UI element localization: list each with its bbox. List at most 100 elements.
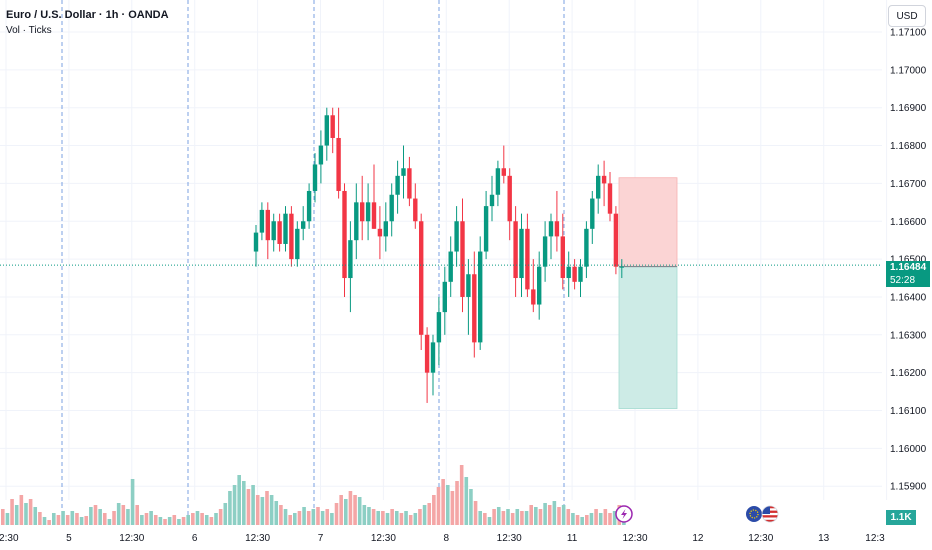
candle bbox=[483, 190, 489, 260]
symbol-header: Euro / U.S. Dollar · 1h · OANDA Vol · Ti… bbox=[6, 8, 169, 38]
time-tick-label: 8 bbox=[444, 533, 450, 544]
volume-bar bbox=[580, 517, 584, 525]
volume-bar bbox=[339, 495, 343, 525]
eu-flag-icon[interactable] bbox=[746, 506, 762, 522]
candle-body bbox=[596, 175, 601, 199]
candle bbox=[572, 259, 577, 290]
volume-bar bbox=[390, 509, 394, 525]
volume-bar bbox=[357, 497, 362, 525]
candle-body bbox=[265, 209, 270, 241]
volume-bar bbox=[302, 507, 306, 525]
volume-bar bbox=[506, 509, 510, 525]
volume-bar bbox=[228, 491, 232, 525]
candle bbox=[365, 183, 371, 241]
volume-bar bbox=[334, 503, 339, 525]
volume-bar bbox=[594, 509, 598, 525]
volume-bar bbox=[385, 513, 390, 525]
volume-bar bbox=[112, 511, 116, 525]
long-position-tool[interactable] bbox=[618, 177, 678, 410]
volume-bars bbox=[1, 465, 626, 525]
volume-bar bbox=[598, 513, 603, 525]
volume-bar bbox=[348, 491, 353, 525]
symbol-title[interactable]: Euro / U.S. Dollar · 1h · OANDA bbox=[6, 9, 169, 21]
price-tick-label: 1.16800 bbox=[890, 141, 927, 152]
currency-button[interactable]: USD bbox=[888, 5, 926, 27]
candle-body bbox=[607, 183, 613, 214]
candle bbox=[401, 145, 406, 199]
volume-bar bbox=[320, 511, 325, 525]
candle bbox=[253, 225, 259, 267]
volume-bar bbox=[547, 505, 552, 525]
volume-bar bbox=[432, 495, 436, 525]
candle-body bbox=[354, 202, 359, 241]
candle-body bbox=[584, 228, 589, 267]
candle bbox=[501, 145, 506, 184]
candle bbox=[584, 221, 589, 279]
volume-bar bbox=[269, 495, 274, 525]
lightning-icon[interactable] bbox=[615, 505, 633, 523]
volume-bar bbox=[343, 499, 348, 525]
candle bbox=[519, 213, 524, 297]
candle-body bbox=[289, 213, 294, 260]
candle-body bbox=[531, 289, 536, 305]
candle-body bbox=[483, 206, 489, 252]
volume-bar bbox=[469, 489, 473, 525]
price-axis[interactable]: 1.15900 1.16000 1.16100 1.16200 1.16300 1.164… bbox=[890, 28, 927, 493]
volume-bar bbox=[126, 509, 130, 525]
candle bbox=[306, 183, 312, 229]
volume-bar bbox=[158, 517, 163, 525]
candle-body bbox=[336, 137, 341, 191]
candle-body bbox=[312, 164, 318, 191]
candle bbox=[336, 107, 341, 199]
volume-bar bbox=[70, 511, 75, 525]
event-markers[interactable] bbox=[615, 505, 779, 523]
bar-countdown: 52:28 bbox=[886, 274, 930, 287]
candle-body bbox=[495, 168, 501, 195]
price-tick-label: 1.16700 bbox=[890, 179, 927, 190]
candle bbox=[360, 175, 365, 241]
candle-body bbox=[277, 221, 282, 244]
volume-bar bbox=[557, 507, 561, 525]
volume-bar bbox=[251, 485, 255, 525]
candle bbox=[596, 164, 601, 214]
candle-body bbox=[283, 213, 288, 244]
candle bbox=[531, 259, 536, 313]
volume-bar bbox=[445, 485, 450, 525]
volume-bar bbox=[135, 505, 140, 525]
time-tick-label: 12:30 bbox=[245, 533, 270, 544]
time-axis[interactable]: 12:30 5 12:30 6 12:30 7 12:30 8 12:30 11 12:30 12 12… bbox=[0, 533, 885, 544]
candle bbox=[295, 221, 300, 267]
volume-bar bbox=[181, 517, 186, 525]
candle-body bbox=[365, 202, 371, 222]
candle-body bbox=[466, 274, 471, 297]
price-tick-label: 1.16200 bbox=[890, 368, 927, 379]
volume-bar bbox=[612, 511, 617, 525]
take-profit-zone bbox=[618, 266, 678, 410]
candle bbox=[548, 213, 554, 260]
candle bbox=[466, 259, 471, 335]
candle bbox=[578, 259, 583, 297]
candle bbox=[371, 164, 377, 229]
time-tick-label: 7 bbox=[318, 533, 324, 544]
candle bbox=[560, 213, 565, 290]
volume-bar bbox=[42, 517, 47, 525]
volume-bar bbox=[260, 497, 265, 525]
volume-bar bbox=[28, 499, 33, 525]
candle bbox=[442, 266, 447, 335]
time-tick-label: 12:30 bbox=[497, 533, 522, 544]
volume-bar bbox=[492, 509, 496, 525]
volume-bar bbox=[279, 505, 283, 525]
candle bbox=[436, 296, 442, 366]
volume-bar bbox=[98, 509, 102, 525]
volume-bar bbox=[381, 511, 385, 525]
volume-bar bbox=[38, 512, 42, 525]
volume-bar bbox=[10, 499, 14, 525]
candlesticks bbox=[253, 107, 624, 403]
volume-bar bbox=[459, 465, 464, 525]
volume-bar bbox=[14, 505, 19, 525]
volume-indicator-label[interactable]: Vol · Ticks bbox=[6, 25, 52, 36]
us-flag-icon[interactable] bbox=[761, 505, 779, 523]
volume-bar bbox=[89, 507, 93, 525]
